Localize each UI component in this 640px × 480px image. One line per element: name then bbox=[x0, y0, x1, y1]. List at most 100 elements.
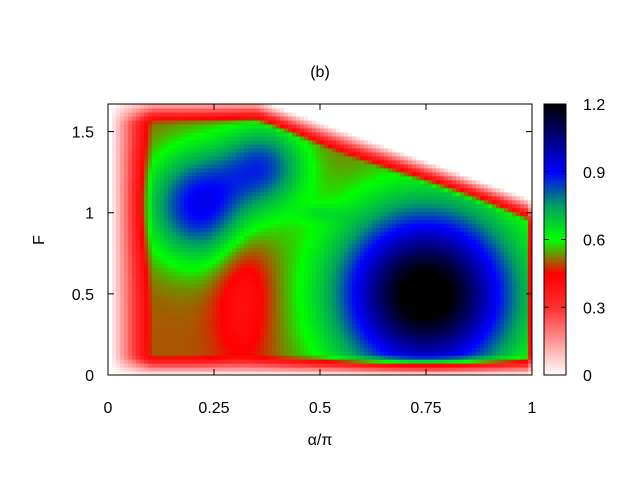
heatmap-cell bbox=[112, 143, 117, 149]
heatmap-cell bbox=[252, 187, 257, 193]
heatmap-cell bbox=[340, 104, 345, 109]
heatmap-cell bbox=[140, 235, 145, 241]
heatmap-cell bbox=[320, 263, 325, 268]
heatmap-cell bbox=[268, 363, 273, 368]
heatmap-cell bbox=[288, 339, 293, 344]
heatmap-cell bbox=[224, 235, 229, 241]
heatmap-cell bbox=[260, 327, 265, 332]
heatmap-cell bbox=[164, 335, 169, 340]
heatmap-cell bbox=[344, 347, 349, 352]
heatmap-cell bbox=[312, 123, 317, 129]
heatmap-cell bbox=[304, 279, 309, 284]
heatmap-cell bbox=[380, 127, 385, 133]
heatmap-cell bbox=[236, 287, 241, 292]
heatmap-cell bbox=[248, 307, 253, 312]
heatmap-cell bbox=[228, 239, 233, 245]
heatmap-cell bbox=[312, 347, 317, 352]
heatmap-cell bbox=[256, 283, 261, 288]
heatmap-cell bbox=[392, 355, 397, 360]
heatmap-cell bbox=[220, 179, 225, 185]
heatmap-cell bbox=[172, 303, 177, 308]
heatmap-cell bbox=[212, 299, 217, 304]
heatmap-cell bbox=[296, 191, 301, 197]
heatmap-cell bbox=[240, 167, 245, 173]
heatmap-cell bbox=[124, 104, 129, 109]
heatmap-cell bbox=[200, 327, 205, 332]
heatmap-cell bbox=[120, 331, 125, 336]
heatmap-cell bbox=[140, 151, 145, 157]
heatmap-cell bbox=[208, 299, 213, 304]
heatmap-cell bbox=[140, 295, 145, 300]
heatmap-cell bbox=[364, 255, 369, 261]
heatmap-cell bbox=[292, 131, 297, 137]
heatmap-cell bbox=[332, 263, 337, 268]
heatmap-cell bbox=[312, 303, 317, 308]
heatmap-cell bbox=[368, 251, 373, 257]
heatmap-cell bbox=[224, 359, 229, 364]
heatmap-cell bbox=[168, 259, 173, 265]
heatmap-cell bbox=[228, 127, 233, 133]
heatmap-cell bbox=[244, 183, 249, 189]
heatmap-cell bbox=[244, 287, 249, 292]
heatmap-cell bbox=[376, 199, 381, 205]
heatmap-cell bbox=[184, 323, 189, 328]
heatmap-cell bbox=[132, 175, 137, 181]
heatmap-cell bbox=[184, 367, 189, 372]
heatmap-cell bbox=[120, 283, 125, 288]
heatmap-cell bbox=[352, 187, 357, 193]
heatmap-cell bbox=[176, 319, 181, 324]
heatmap-cell bbox=[356, 283, 361, 288]
heatmap-cell bbox=[240, 367, 245, 372]
heatmap-cell bbox=[396, 179, 401, 185]
heatmap-cell bbox=[320, 179, 325, 185]
heatmap-cell bbox=[228, 223, 233, 229]
heatmap-cell bbox=[360, 155, 365, 161]
heatmap-cell bbox=[332, 287, 337, 292]
heatmap-cell bbox=[144, 155, 149, 161]
heatmap-cell bbox=[148, 331, 153, 336]
heatmap-cell bbox=[180, 371, 185, 375]
heatmap-cell bbox=[244, 119, 249, 125]
heatmap-cell bbox=[148, 104, 153, 109]
heatmap-cell bbox=[180, 187, 185, 193]
heatmap-cell bbox=[156, 335, 161, 340]
heatmap-cell bbox=[260, 295, 265, 300]
heatmap-cell bbox=[112, 119, 117, 125]
heatmap-cell bbox=[228, 299, 233, 304]
heatmap-cell bbox=[180, 343, 185, 348]
heatmap-cell bbox=[260, 291, 265, 296]
heatmap-cell bbox=[236, 211, 241, 217]
heatmap-cell bbox=[388, 299, 393, 304]
heatmap-cell bbox=[252, 359, 257, 364]
heatmap-cell bbox=[372, 211, 377, 217]
heatmap-cell bbox=[368, 135, 373, 141]
heatmap-cell bbox=[156, 323, 161, 328]
heatmap-cell bbox=[328, 115, 333, 121]
heatmap-cell bbox=[348, 283, 353, 288]
heatmap-cell bbox=[384, 335, 389, 340]
heatmap-cell bbox=[320, 287, 325, 292]
heatmap-cell bbox=[280, 107, 285, 113]
heatmap-cell bbox=[180, 107, 185, 113]
heatmap-cell bbox=[308, 227, 313, 233]
heatmap-cell bbox=[284, 339, 289, 344]
heatmap-cell bbox=[120, 223, 125, 229]
heatmap-cell bbox=[112, 283, 117, 288]
heatmap-cell bbox=[308, 219, 313, 225]
heatmap-cell bbox=[152, 135, 157, 141]
heatmap-cell bbox=[396, 239, 401, 245]
heatmap-cell bbox=[336, 127, 341, 133]
heatmap-cell bbox=[136, 323, 141, 328]
heatmap-cell bbox=[256, 183, 261, 189]
heatmap-cell bbox=[240, 123, 245, 129]
heatmap-cell bbox=[168, 351, 173, 356]
heatmap-cell bbox=[152, 211, 157, 217]
heatmap-cell bbox=[116, 159, 121, 165]
heatmap-cell bbox=[120, 239, 125, 245]
heatmap-cell bbox=[184, 359, 189, 364]
heatmap-cell bbox=[368, 223, 373, 229]
heatmap-cell bbox=[356, 367, 361, 372]
heatmap-cell bbox=[128, 287, 133, 292]
heatmap-cell bbox=[252, 311, 257, 316]
heatmap-cell bbox=[284, 275, 289, 280]
